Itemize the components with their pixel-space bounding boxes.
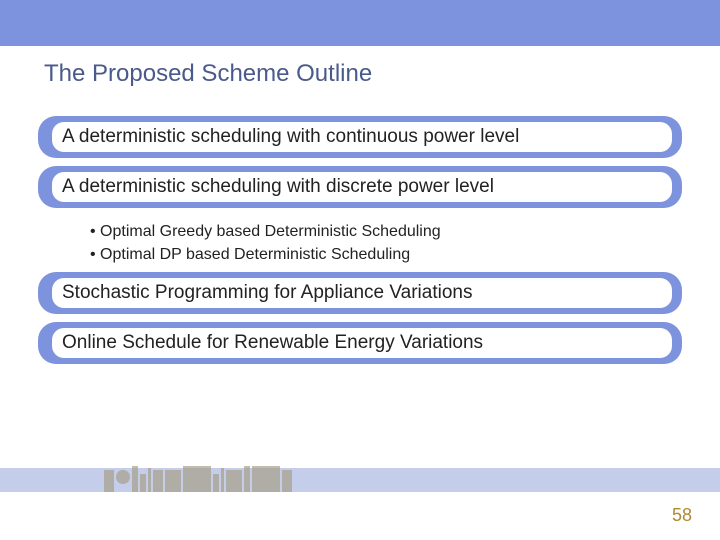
- outline-band-label: Stochastic Programming for Appliance Var…: [52, 278, 672, 308]
- outline-band-label: Online Schedule for Renewable Energy Var…: [52, 328, 672, 358]
- slide-title: The Proposed Scheme Outline: [0, 46, 720, 88]
- outline-band-label: A deterministic scheduling with discrete…: [52, 172, 672, 202]
- outline-band: Online Schedule for Renewable Energy Var…: [38, 322, 682, 364]
- outline-band: A deterministic scheduling with discrete…: [38, 166, 682, 208]
- bullet-item: Optimal DP based Deterministic Schedulin…: [90, 243, 682, 266]
- outline-band: Stochastic Programming for Appliance Var…: [38, 272, 682, 314]
- page-number: 58: [672, 505, 692, 526]
- content-area: A deterministic scheduling with continuo…: [0, 88, 720, 364]
- bullet-item: Optimal Greedy based Deterministic Sched…: [90, 220, 682, 243]
- outline-band-label: A deterministic scheduling with continuo…: [52, 122, 672, 152]
- decorative-graphic: [104, 462, 364, 492]
- outline-bullets: Optimal Greedy based Deterministic Sched…: [38, 216, 682, 272]
- outline-band: A deterministic scheduling with continuo…: [38, 116, 682, 158]
- top-band: [0, 0, 720, 46]
